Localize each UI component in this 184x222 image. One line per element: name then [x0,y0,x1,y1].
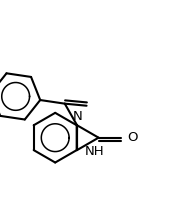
Text: NH: NH [84,145,104,158]
Text: O: O [127,131,137,144]
Text: N: N [73,110,83,123]
